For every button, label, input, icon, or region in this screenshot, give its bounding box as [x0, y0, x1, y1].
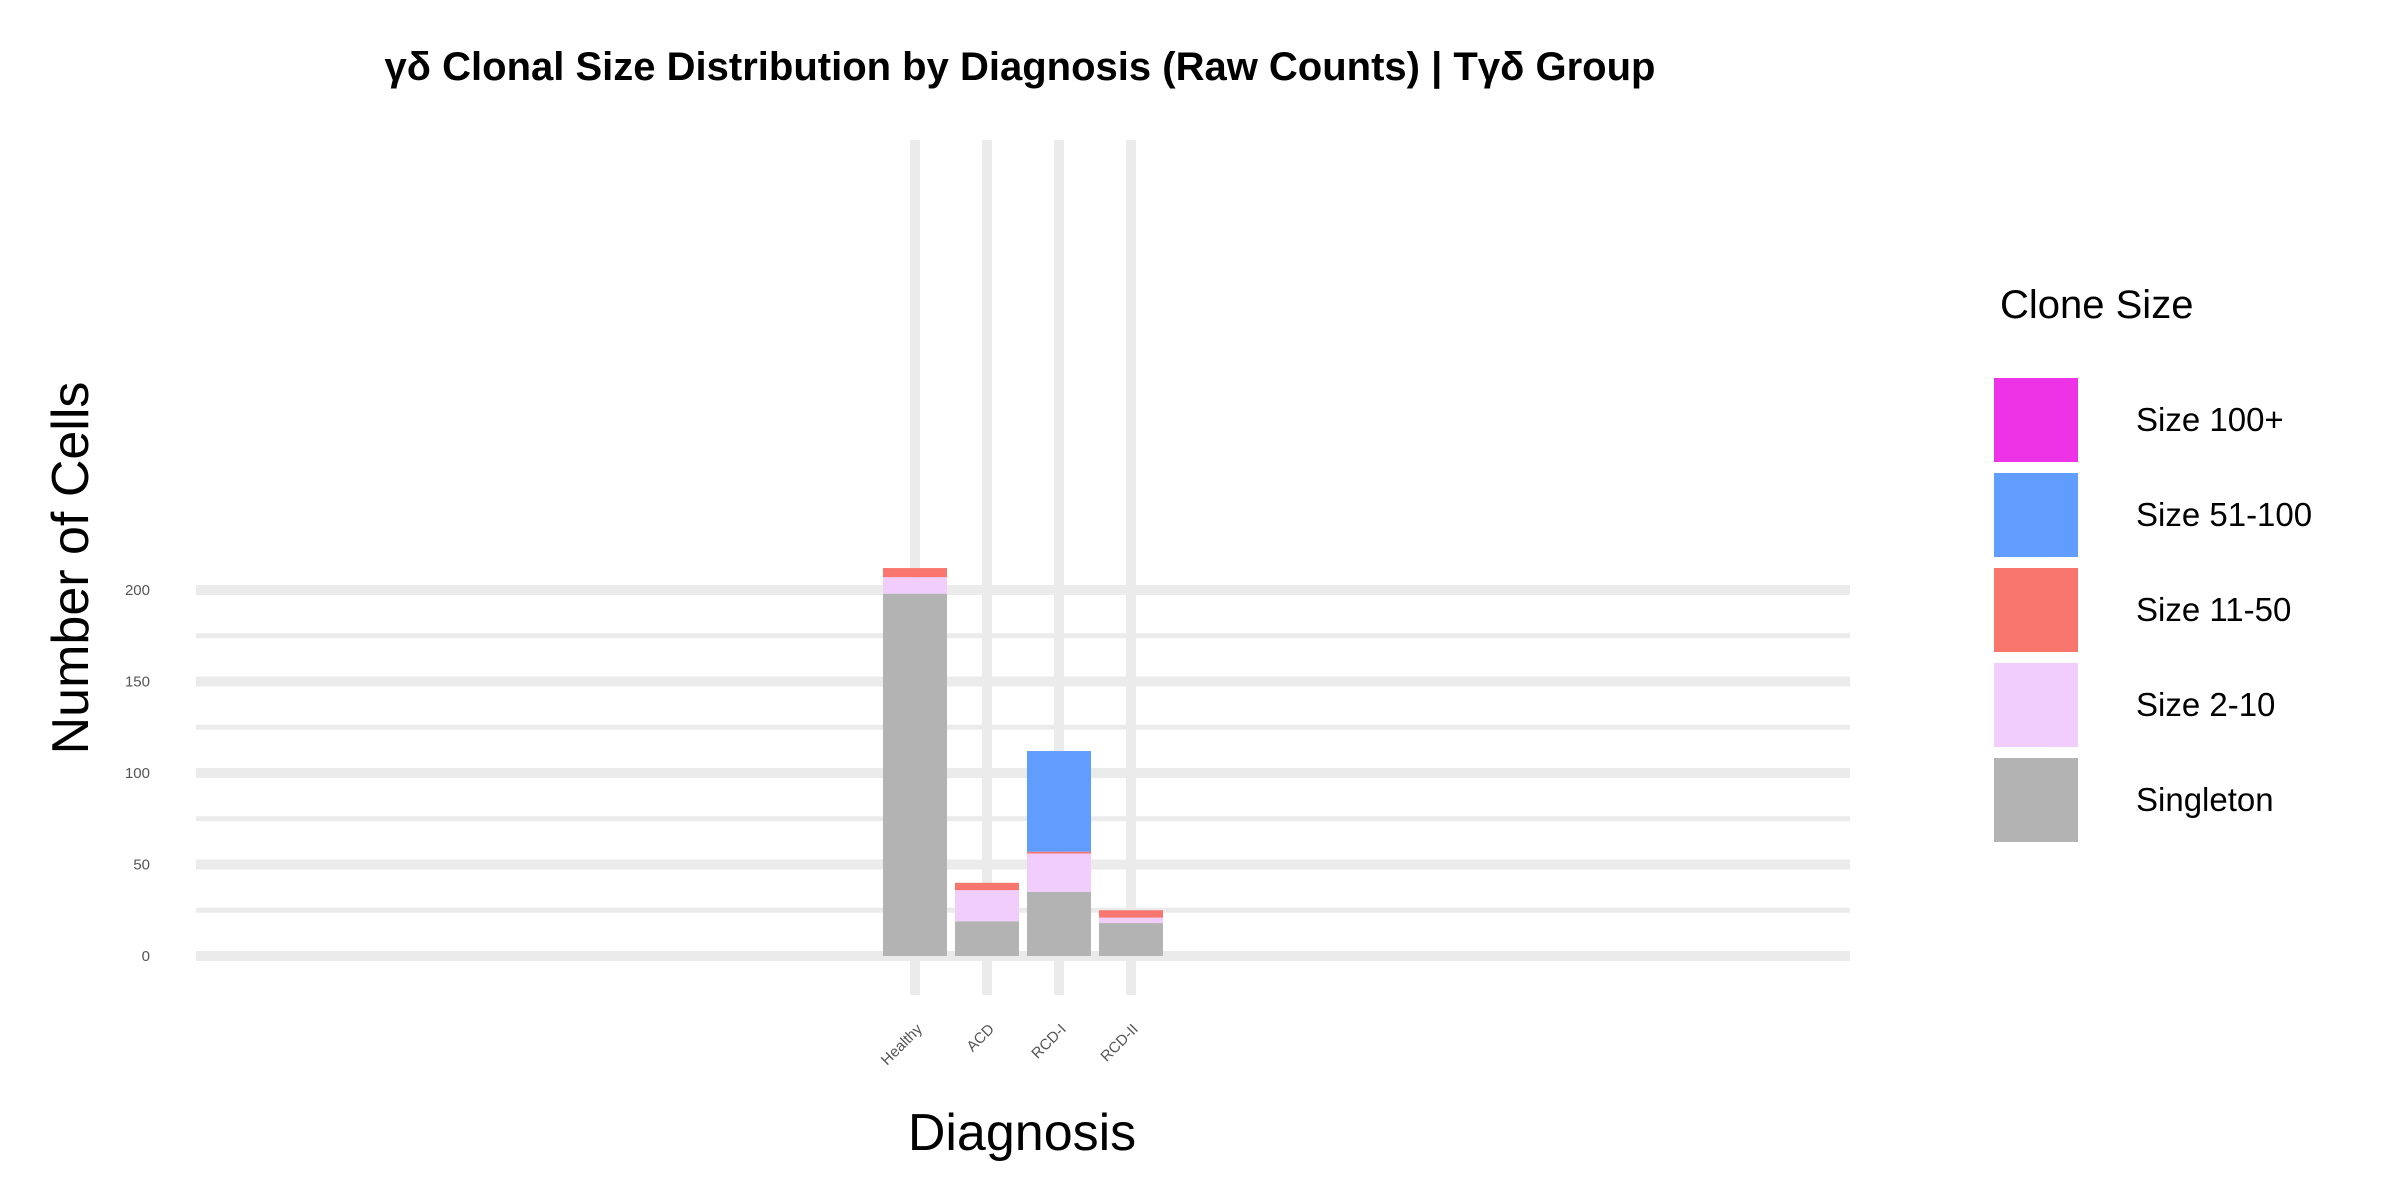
legend-title: Clone Size: [2000, 283, 2193, 327]
legend-key-Size-11-50: [1994, 568, 2078, 652]
bar-Healthy-Singleton: [883, 593, 947, 956]
legend-label: Size 100+: [2136, 401, 2284, 438]
bar-Healthy-Size-11-50: [883, 568, 947, 578]
legend-key-Size-100+: [1994, 378, 2078, 462]
y-tick-label: 150: [125, 674, 150, 691]
y-axis-ticks: 0 50 100 150 200: [125, 582, 150, 965]
legend-key-Size-51-100: [1994, 473, 2078, 557]
x-tick-label: RCD-II: [1097, 1021, 1141, 1065]
y-tick-label: 100: [125, 765, 150, 782]
bars: [883, 568, 1163, 956]
y-tick-label: 50: [133, 857, 150, 874]
x-axis-title: Diagnosis: [908, 1104, 1136, 1162]
bar-RCD-II-Size-2-10: [1099, 917, 1163, 924]
y-tick-label: 0: [142, 948, 150, 965]
legend-label: Singleton: [2136, 781, 2274, 818]
y-tick-label: 200: [125, 582, 150, 599]
bar-RCD-I-Size-51-100: [1027, 751, 1091, 852]
x-axis-ticks: Healthy ACD RCD-I RCD-II: [878, 1020, 1142, 1068]
bar-RCD-I-Size-11-50: [1027, 851, 1091, 854]
legend-label: Size 11-50: [2136, 591, 2291, 628]
legend-key-Size-2-10: [1994, 663, 2078, 747]
bar-RCD-II-Size-11-50: [1099, 910, 1163, 918]
bar-ACD-Size-11-50: [955, 882, 1019, 891]
legend: Clone Size Size 100+ Size 51-100 Size 11-5…: [1994, 283, 2312, 842]
chart-title: γδ Clonal Size Distribution by Diagnosis…: [385, 45, 1656, 89]
bar-RCD-I-Singleton: [1027, 891, 1091, 956]
x-tick-label: RCD-I: [1028, 1021, 1069, 1062]
y-axis-title: Number of Cells: [42, 382, 100, 755]
legend-label: Size 51-100: [2136, 496, 2312, 533]
legend-key-Singleton: [1994, 758, 2078, 842]
x-tick-label: Healthy: [878, 1020, 926, 1068]
bar-ACD-Singleton: [955, 921, 1019, 956]
grid: [196, 140, 1850, 995]
bar-ACD-Size-2-10: [955, 890, 1019, 922]
bar-RCD-II-Singleton: [1099, 923, 1163, 956]
legend-label: Size 2-10: [2136, 686, 2275, 723]
bar-Healthy-Size-2-10: [883, 577, 947, 594]
bar-RCD-I-Size-2-10: [1027, 853, 1091, 892]
x-tick-label: ACD: [963, 1021, 998, 1056]
